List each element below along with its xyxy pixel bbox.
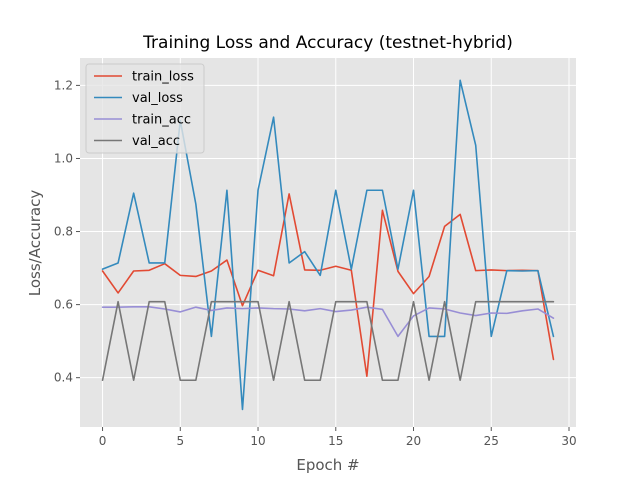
x-tick-label: 20 [406, 434, 421, 448]
axis-ticks: 0 5 10 15 20 25 30 0.4 0.6 0.8 1.0 1.2 [54, 78, 577, 448]
x-tick-label: 10 [250, 434, 265, 448]
x-tick-label: 5 [176, 434, 184, 448]
y-tick-label: 1.2 [54, 78, 73, 92]
y-tick-label: 0.4 [54, 371, 73, 385]
legend-label: train_acc [132, 113, 191, 128]
y-tick-label: 1.0 [54, 151, 73, 165]
chart-title: Training Loss and Accuracy (testnet-hybr… [142, 33, 513, 53]
y-tick-label: 0.6 [54, 298, 73, 312]
legend-box [85, 63, 205, 154]
legend-label: val_acc [132, 134, 180, 149]
series-line-val-acc [101, 300, 555, 382]
legend-label: train_loss [132, 70, 194, 85]
x-tick-label: 15 [328, 434, 343, 448]
y-axis-label: Loss/Accuracy [26, 190, 44, 297]
y-tick-label: 0.8 [54, 225, 73, 239]
x-tick-label: 0 [99, 434, 107, 448]
series-line-train-acc [101, 305, 555, 338]
series-lines [101, 79, 555, 411]
x-tick-label: 30 [561, 434, 576, 448]
series-line-train-loss [101, 193, 555, 378]
legend: train_loss val_loss train_acc val_acc [85, 63, 205, 154]
x-tick-label: 25 [484, 434, 499, 448]
legend-label: val_loss [132, 91, 183, 106]
grid-lines [80, 58, 576, 427]
x-axis-label: Epoch # [296, 456, 359, 474]
